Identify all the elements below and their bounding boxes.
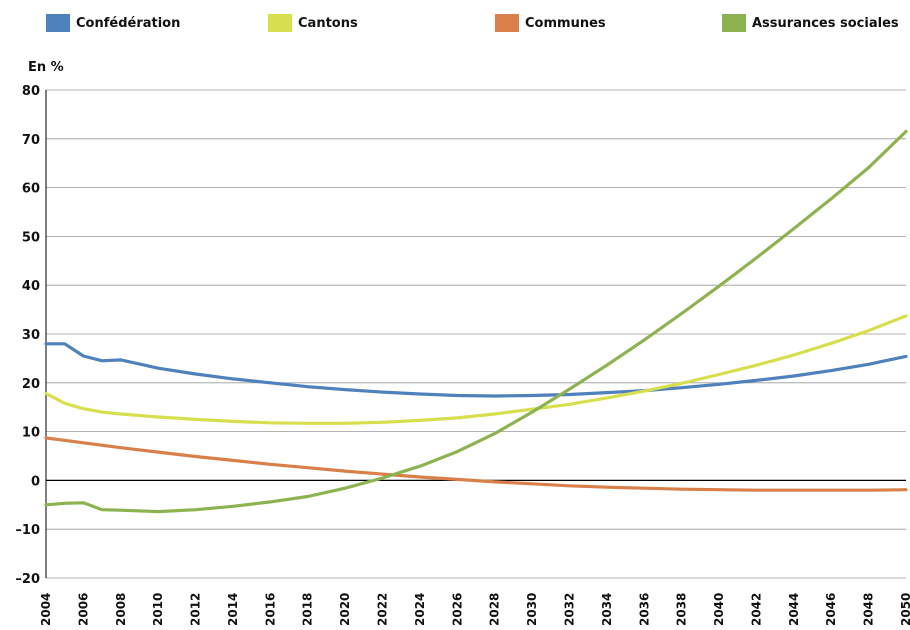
y-tick-label: 70	[22, 133, 40, 148]
y-tick-labels: 80 70 60 50 40 30 20 10 0 –10 –20	[15, 84, 40, 587]
legend-label-communes: Communes	[525, 15, 606, 31]
series-line-conf-d-ration	[44, 342, 908, 398]
x-tick-label: 2048	[862, 593, 876, 626]
x-tick-label: 2036	[637, 593, 651, 626]
x-tick-label: 2024	[413, 593, 427, 626]
y-tick-label: 20	[22, 377, 40, 392]
series-line-assurances-sociales	[44, 129, 908, 514]
legend-swatch-cantons	[268, 14, 292, 32]
x-tick-label: 2044	[787, 593, 801, 626]
y-tick-label: 40	[22, 279, 40, 294]
x-tick-label: 2020	[338, 593, 352, 626]
y-tick-label: 50	[22, 230, 40, 245]
x-tick-label: 2006	[76, 593, 90, 626]
legend-item-confederation: Confédération	[46, 12, 180, 34]
series-line-cantons	[44, 314, 908, 425]
x-tick-label: 2016	[263, 593, 277, 626]
x-tick-label: 2028	[488, 593, 502, 626]
gridlines	[46, 89, 906, 579]
x-tick-label: 2034	[600, 593, 614, 626]
x-tick-label: 2022	[376, 593, 390, 626]
x-tick-label: 2042	[749, 593, 763, 626]
x-tick-label: 2004	[39, 593, 53, 626]
y-tick-label: –10	[15, 523, 40, 538]
x-tick-label: 2010	[151, 593, 165, 626]
x-tick-label: 2026	[450, 593, 464, 626]
legend-item-cantons: Cantons	[268, 12, 358, 34]
y-axis-unit-label: En %	[28, 60, 64, 75]
legend-item-communes: Communes	[495, 12, 606, 34]
legend-swatch-assurances-sociales	[722, 14, 746, 32]
y-tick-label: 10	[22, 426, 40, 441]
legend-item-assurances-sociales: Assurances sociales	[722, 12, 899, 34]
y-tick-label: 30	[22, 328, 40, 343]
y-tick-label: 60	[22, 182, 40, 197]
x-tick-label: 2030	[525, 593, 539, 626]
x-tick-label: 2008	[114, 593, 128, 626]
x-tick-label: 2046	[824, 593, 838, 626]
series-lines	[44, 129, 908, 514]
x-tick-label: 2032	[562, 593, 576, 626]
x-tick-label: 2038	[675, 593, 689, 626]
x-tick-label: 2012	[189, 593, 203, 626]
x-tick-label: 2018	[301, 593, 315, 626]
y-tick-label: 0	[31, 474, 40, 489]
y-tick-label: –20	[15, 572, 40, 587]
legend-label-confederation: Confédération	[76, 15, 181, 31]
legend-label-assurances-sociales: Assurances sociales	[752, 15, 899, 31]
x-tick-labels: 2004 2006 2008 2010 2012 2014 2016 2018 2020 2022…	[39, 593, 910, 626]
x-tick-label: 2040	[712, 593, 726, 626]
x-tick-label: 2050	[899, 593, 910, 626]
legend-swatch-confederation	[46, 14, 70, 32]
y-tick-label: 80	[22, 84, 40, 99]
legend-swatch-communes	[495, 14, 519, 32]
x-tick-label: 2014	[226, 593, 240, 626]
legend-label-cantons: Cantons	[298, 15, 358, 31]
series-line-communes	[44, 436, 908, 492]
